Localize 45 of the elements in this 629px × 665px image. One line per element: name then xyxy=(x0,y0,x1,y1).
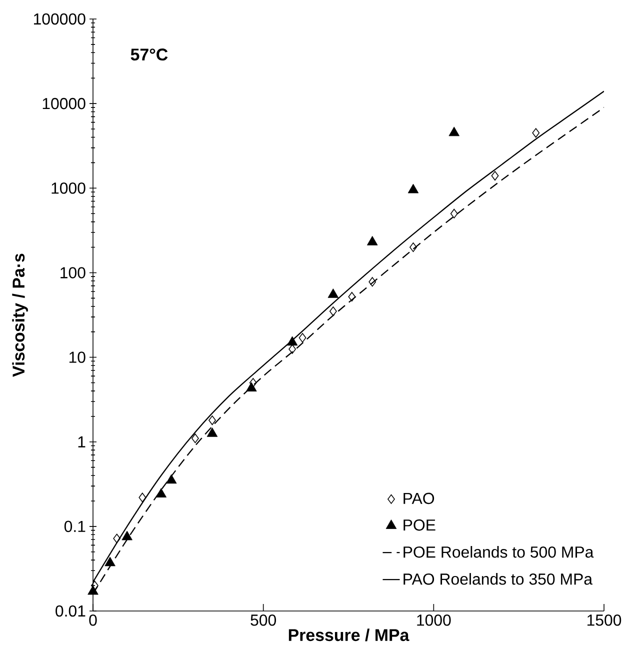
point xyxy=(104,556,116,566)
point xyxy=(491,171,499,181)
point xyxy=(288,344,296,354)
y-tick-label: 10 xyxy=(69,352,86,363)
point xyxy=(156,488,167,498)
y-tick-label: 1000 xyxy=(52,182,86,194)
legend-label: PAO xyxy=(404,492,434,504)
point xyxy=(410,242,417,252)
y-tick-label: 0.01 xyxy=(56,605,86,617)
x-tick-label: 1000 xyxy=(417,614,451,626)
point xyxy=(206,427,218,437)
point xyxy=(450,208,458,218)
point xyxy=(122,530,132,540)
y-tick-label: 100000 xyxy=(34,13,86,25)
legend-label: POE xyxy=(404,519,436,531)
point xyxy=(113,534,121,544)
point xyxy=(348,292,356,302)
point xyxy=(448,126,460,136)
x-tick-label: 1500 xyxy=(587,614,622,626)
point xyxy=(208,415,216,426)
point xyxy=(328,288,339,298)
point xyxy=(368,277,376,287)
point xyxy=(138,492,146,502)
point xyxy=(88,585,98,595)
point xyxy=(408,184,419,194)
point xyxy=(286,336,298,346)
point xyxy=(532,128,540,138)
point xyxy=(246,382,257,392)
x-axis-title: Pressure / MPa xyxy=(288,628,410,642)
y-tick-label: 10000 xyxy=(42,98,86,110)
point xyxy=(366,236,378,246)
point xyxy=(166,474,177,484)
y-tick-label: 1 xyxy=(78,436,86,448)
point xyxy=(329,306,337,316)
point xyxy=(249,378,257,388)
y-tick-label: 100 xyxy=(60,267,86,278)
x-tick-label: 500 xyxy=(250,614,276,626)
legend-label: PAO Roelands to 350 MPa xyxy=(404,573,592,585)
legend-label: POE Roelands to 500 MPa xyxy=(404,546,594,558)
annotation: 57°C xyxy=(130,48,168,61)
y-axis-title: Viscosity / Pa·s xyxy=(12,254,28,377)
point xyxy=(298,333,306,343)
x-tick-label: 0 xyxy=(89,614,97,626)
y-tick-label: 0.1 xyxy=(64,520,86,532)
point xyxy=(192,434,199,444)
